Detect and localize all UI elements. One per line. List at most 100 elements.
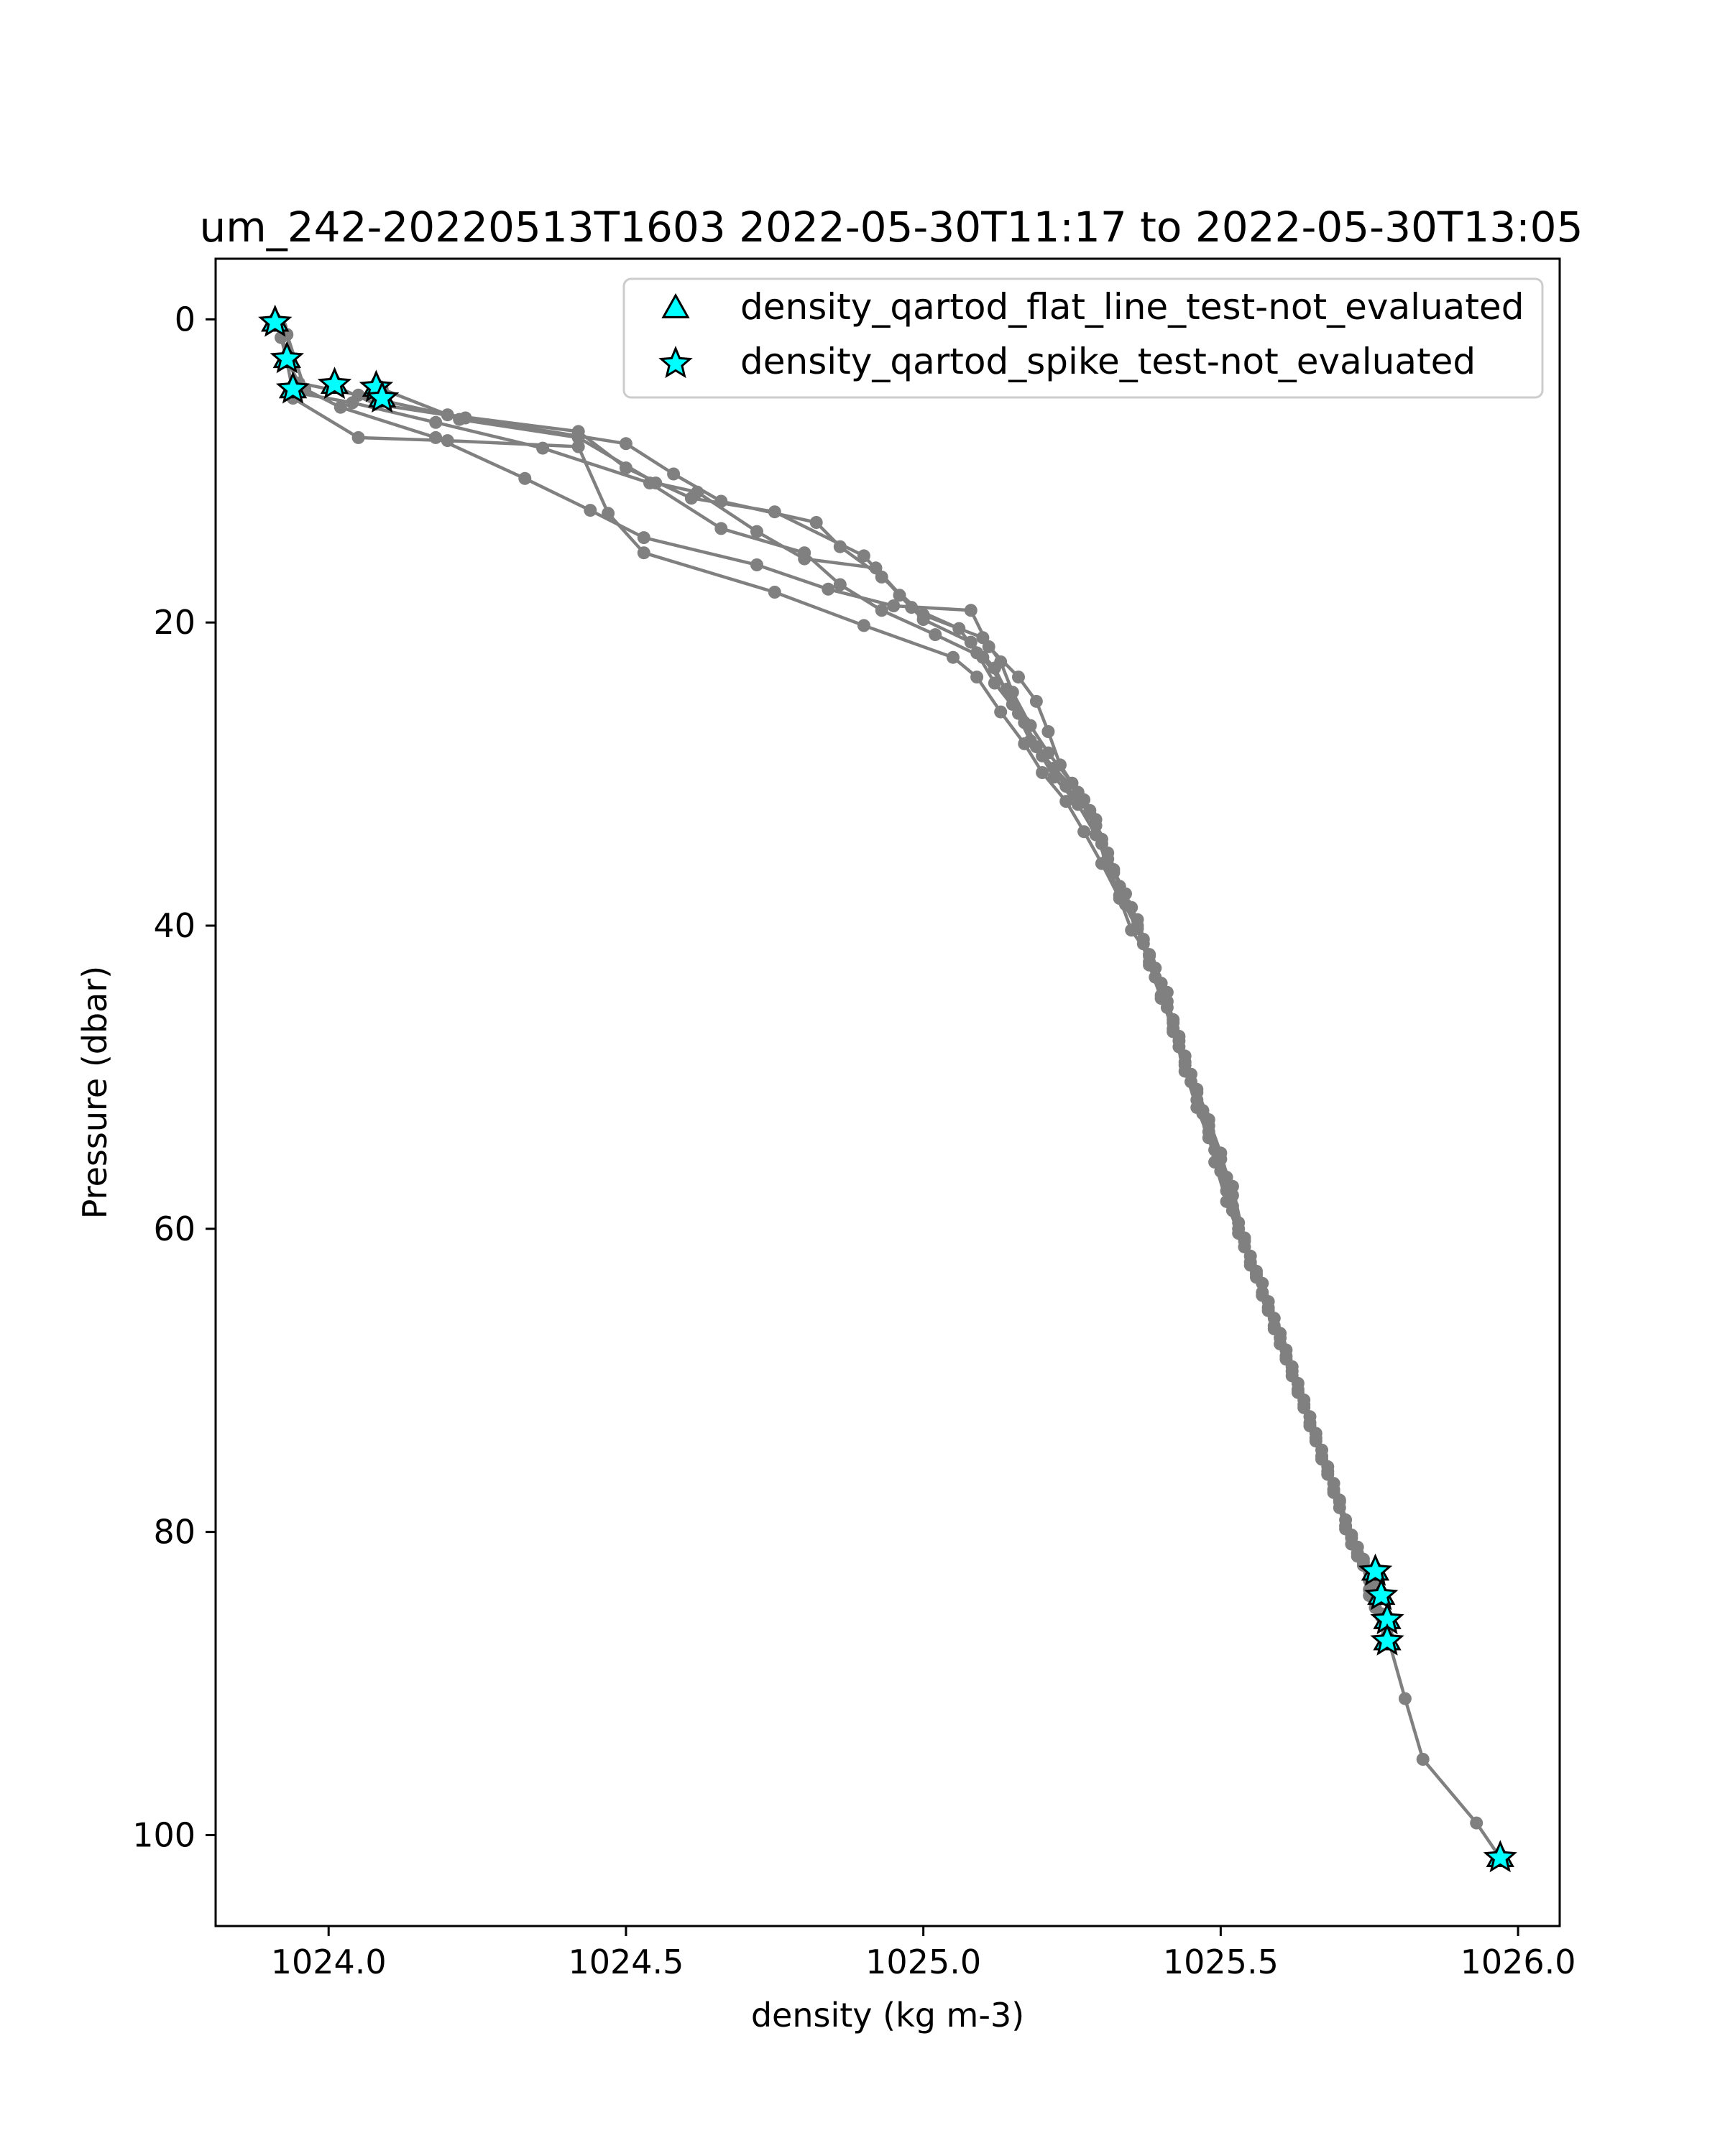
profile-lines bbox=[268, 317, 1507, 1865]
profile-point bbox=[1190, 1086, 1204, 1099]
y-axis-ticks: 0 20 40 60 80 100 bbox=[132, 300, 216, 1854]
profile-point bbox=[857, 549, 870, 563]
y-tick-label: 100 bbox=[132, 1815, 196, 1854]
profile-point bbox=[952, 622, 966, 635]
profile-point bbox=[1261, 1304, 1275, 1317]
profile-point bbox=[857, 619, 870, 632]
profile-point bbox=[1309, 1431, 1322, 1445]
profile-point bbox=[798, 552, 811, 566]
y-tick-label: 20 bbox=[153, 603, 196, 642]
profile-point bbox=[1036, 766, 1049, 779]
legend-label-spike: density_qartod_spike_test-not_evaluated bbox=[740, 341, 1476, 382]
profile-point bbox=[1059, 795, 1073, 808]
profile-point bbox=[1077, 825, 1091, 839]
profile-point bbox=[1345, 1531, 1358, 1545]
profile-point bbox=[1012, 671, 1025, 684]
legend-star-icon bbox=[658, 346, 693, 379]
x-tick-label: 1025.0 bbox=[865, 1943, 981, 1981]
x-tick-label: 1026.0 bbox=[1460, 1943, 1576, 1981]
profile-point bbox=[1220, 1194, 1233, 1208]
profile-point bbox=[1416, 1753, 1430, 1766]
legend-marker-star bbox=[658, 346, 693, 379]
x-tick-label: 1024.5 bbox=[568, 1943, 684, 1981]
legend-label-flat-line: density_qartod_flat_line_test-not_evalua… bbox=[740, 286, 1524, 328]
flag-markers bbox=[258, 304, 1517, 1873]
profile-point bbox=[1333, 1495, 1346, 1508]
profile-point bbox=[691, 485, 704, 499]
profile-point bbox=[1065, 776, 1079, 790]
profile-point bbox=[351, 430, 365, 444]
spike-flag-marker bbox=[1358, 1553, 1393, 1586]
profile-point bbox=[833, 540, 847, 553]
legend-marker-triangle bbox=[661, 292, 690, 318]
profile-point bbox=[822, 582, 835, 596]
spike-flag-marker bbox=[258, 304, 293, 337]
profile-point bbox=[750, 525, 763, 538]
profile-point bbox=[518, 471, 532, 485]
profile-point bbox=[994, 655, 1008, 668]
profile-point bbox=[929, 628, 942, 642]
profile-point bbox=[869, 561, 883, 575]
profile-point bbox=[441, 434, 454, 448]
profile-point bbox=[887, 599, 901, 612]
profile-point bbox=[637, 531, 650, 545]
profile-point bbox=[1285, 1365, 1299, 1378]
profile-point bbox=[988, 676, 1001, 690]
profile-point bbox=[833, 578, 847, 591]
profile-point bbox=[809, 516, 823, 529]
profile-point bbox=[637, 546, 650, 560]
profile-point bbox=[1321, 1465, 1335, 1478]
profile-point bbox=[750, 558, 763, 571]
spike-flag-marker bbox=[275, 371, 310, 404]
profile-point bbox=[1214, 1152, 1228, 1166]
profile-point bbox=[1202, 1119, 1215, 1133]
profile-point bbox=[334, 400, 347, 414]
y-tick-label: 0 bbox=[175, 300, 196, 338]
profile-point bbox=[994, 705, 1008, 719]
profile-point bbox=[1178, 1049, 1192, 1063]
profile-point bbox=[1131, 922, 1144, 936]
plot-frame bbox=[214, 257, 1561, 1927]
y-tick-label: 80 bbox=[153, 1513, 196, 1552]
profile-point bbox=[1398, 1692, 1412, 1705]
x-axis-label: density (kg m-3) bbox=[751, 1996, 1024, 2035]
profile-point bbox=[346, 396, 359, 410]
profile-point bbox=[1225, 1179, 1239, 1193]
profile-point bbox=[1047, 770, 1061, 784]
profile-point bbox=[768, 586, 781, 599]
chart-title: um_242-20220513T1603 2022-05-30T11:17 to… bbox=[200, 203, 1583, 252]
spike-flag-marker bbox=[1370, 1623, 1404, 1656]
y-tick-label: 60 bbox=[153, 1210, 196, 1248]
profile-point bbox=[1154, 992, 1168, 1005]
profile-point bbox=[571, 440, 585, 453]
profile-point bbox=[1083, 803, 1097, 817]
profile-point bbox=[1167, 1016, 1180, 1029]
profile-point bbox=[619, 437, 632, 451]
spike-flag-marker bbox=[317, 367, 352, 400]
profile-point bbox=[1470, 1816, 1484, 1830]
profile-point bbox=[1297, 1398, 1311, 1411]
profile-point bbox=[1143, 958, 1156, 972]
profile-point bbox=[667, 467, 681, 481]
legend: density_qartod_flat_line_test-not_evalua… bbox=[622, 277, 1544, 399]
profile-line bbox=[381, 387, 1371, 1596]
x-tick-label: 1025.5 bbox=[1163, 1943, 1279, 1981]
profile-point bbox=[1113, 888, 1126, 902]
spike-flag-marker bbox=[1483, 1840, 1517, 1873]
profile-point bbox=[1250, 1268, 1263, 1281]
profile-point bbox=[1071, 798, 1085, 811]
profile-point bbox=[571, 430, 585, 444]
profile-point bbox=[1018, 737, 1031, 750]
legend-box bbox=[622, 277, 1544, 399]
profile-point bbox=[1029, 694, 1043, 708]
profile-point bbox=[1006, 686, 1019, 699]
profile-point bbox=[976, 631, 990, 645]
legend-triangle-icon bbox=[661, 292, 690, 318]
profile-point bbox=[429, 430, 443, 444]
profile-point bbox=[429, 415, 443, 429]
profile-point bbox=[602, 507, 615, 520]
y-axis-label: Pressure (dbar) bbox=[75, 966, 114, 1219]
profile-point bbox=[905, 601, 919, 614]
profile-point bbox=[453, 413, 466, 426]
